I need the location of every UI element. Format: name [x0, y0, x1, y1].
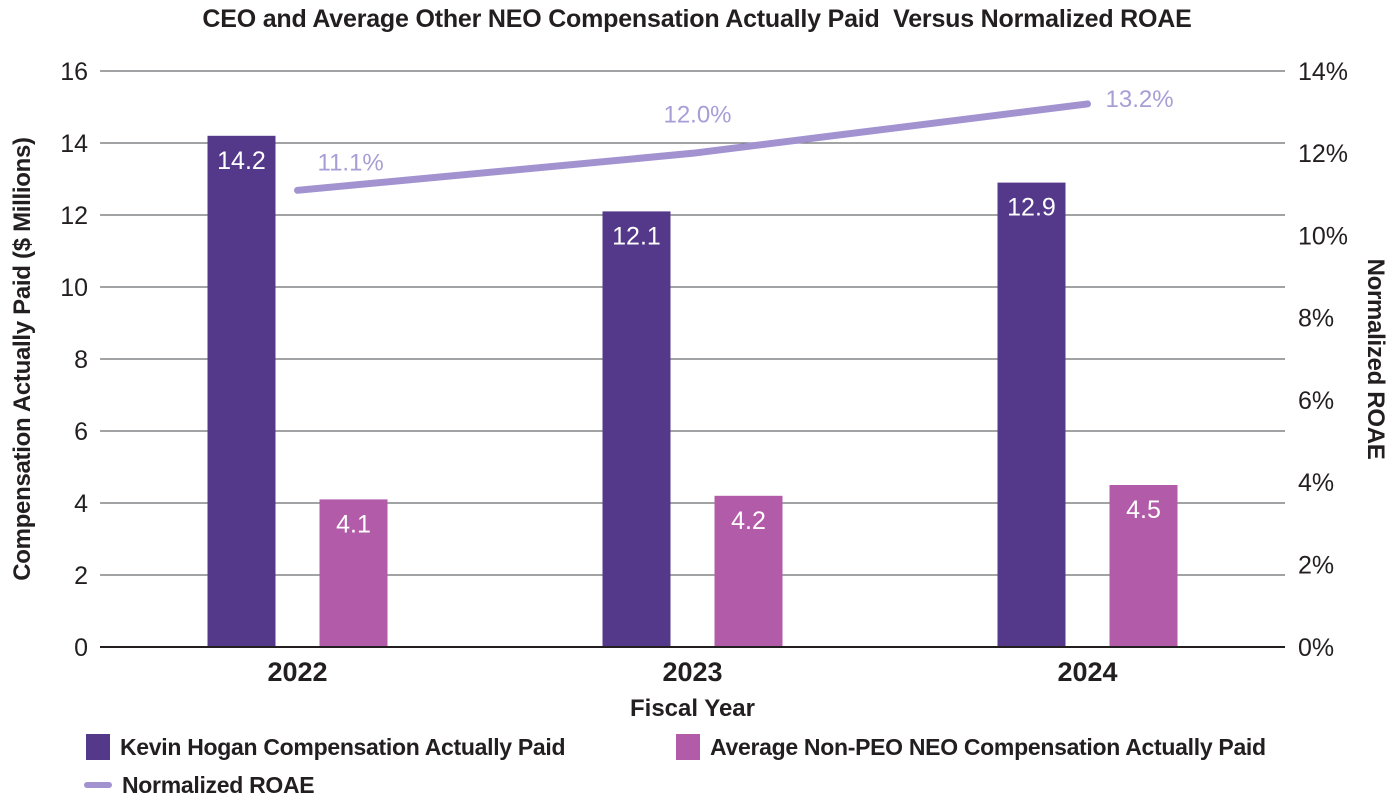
- y-left-tick-label: 14: [60, 130, 88, 158]
- y-right-tick-label: 12%: [1298, 140, 1348, 168]
- line-value-label: 11.1%: [318, 149, 384, 176]
- bar-value-label: 14.2: [217, 147, 266, 175]
- neo-bar-2022: [319, 499, 388, 647]
- ceo-bar-swatch-icon: [86, 734, 110, 760]
- y-left-tick-label: 2: [74, 562, 88, 590]
- y-left-tick-label: 12: [60, 202, 88, 230]
- legend-item-ceo-compensation: Kevin Hogan Compensation Actually Paid: [86, 733, 566, 761]
- neo-bar-swatch-icon: [676, 734, 700, 760]
- x-category-label: 2024: [1057, 657, 1117, 687]
- neo-bar-2023: [714, 495, 783, 647]
- y-right-tick-label: 10%: [1298, 222, 1348, 250]
- x-category-label: 2022: [267, 657, 327, 687]
- y-right-tick-label: 2%: [1298, 551, 1334, 579]
- y-right-tick-label: 4%: [1298, 469, 1334, 497]
- roae-line: [294, 100, 1091, 194]
- y-left-tick-label: 8: [74, 346, 88, 374]
- legend-item-normalized-roae: Normalized ROAE: [84, 771, 315, 799]
- y-right-tick-label: 0%: [1298, 634, 1334, 662]
- legend-label: Normalized ROAE: [122, 772, 315, 798]
- legend-label: Kevin Hogan Compensation Actually Paid: [120, 734, 566, 760]
- legend-item-neo-compensation: Average Non-PEO NEO Compensation Actuall…: [676, 733, 1266, 761]
- y-right-tick-label: 6%: [1298, 387, 1334, 415]
- y-left-tick-label: 0: [74, 634, 88, 662]
- chart-title: CEO and Average Other NEO Compensation A…: [202, 5, 1192, 33]
- y-left-tick-label: 16: [60, 58, 88, 86]
- y-left-axis-title: Compensation Actually Paid ($ Millions): [9, 137, 36, 580]
- roae-line-swatch-icon: [84, 782, 112, 788]
- ceo-bar-2024: [997, 182, 1066, 647]
- ceo-bar-2022: [207, 135, 276, 648]
- bar-value-label: 4.5: [1126, 496, 1161, 524]
- bar-value-label: 12.1: [612, 222, 661, 250]
- y-left-tick-label: 10: [60, 274, 88, 302]
- x-axis-title: Fiscal Year: [630, 695, 755, 722]
- neo-bar-2024: [1109, 485, 1178, 647]
- bar-value-label: 4.2: [731, 507, 766, 535]
- y-left-tick-label: 4: [74, 490, 88, 518]
- legend-label: Average Non-PEO NEO Compensation Actuall…: [710, 734, 1266, 760]
- y-right-tick-label: 14%: [1298, 58, 1348, 86]
- line-value-label: 13.2%: [1106, 86, 1174, 113]
- bar-value-label: 12.9: [1007, 194, 1056, 222]
- y-right-tick-label: 8%: [1298, 305, 1334, 333]
- ceo-bar-2023: [602, 211, 671, 647]
- y-left-tick-label: 6: [74, 418, 88, 446]
- y-right-axis-title: Normalized ROAE: [1362, 259, 1389, 460]
- line-value-label: 12.0%: [663, 101, 731, 128]
- x-category-label: 2023: [662, 657, 722, 687]
- bar-value-label: 4.1: [336, 510, 371, 538]
